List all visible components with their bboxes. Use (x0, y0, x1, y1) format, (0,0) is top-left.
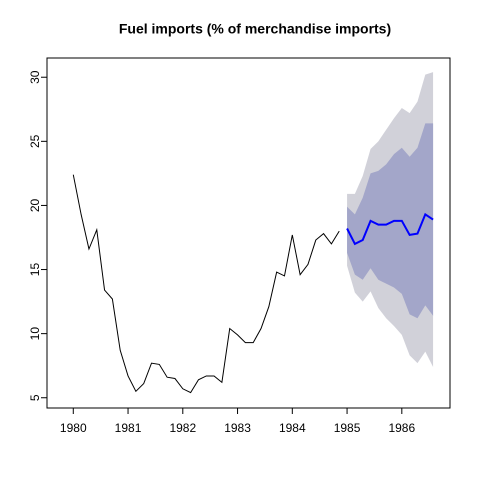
x-tick-label: 1980 (60, 421, 87, 435)
prediction-band (347, 123, 434, 319)
forecast-line (346, 212, 434, 246)
y-tick-label: 10 (28, 327, 42, 341)
y-tick-label: 25 (28, 134, 42, 148)
x-tick-label: 1981 (115, 421, 142, 435)
x-tick-label: 1986 (388, 421, 415, 435)
y-tick-label: 5 (28, 394, 42, 401)
y-tick-label: 30 (28, 70, 42, 84)
plot-frame (46, 57, 451, 409)
x-tick-label: 1983 (224, 421, 251, 435)
chart-title: Fuel imports (% of merchandise imports) (119, 21, 391, 37)
x-tick-label: 1985 (334, 421, 361, 435)
y-tick-label: 15 (28, 263, 42, 277)
y-tick-label: 20 (28, 198, 42, 212)
history-line (72, 174, 340, 394)
x-tick-label: 1984 (279, 421, 306, 435)
x-tick-label: 1982 (169, 421, 196, 435)
